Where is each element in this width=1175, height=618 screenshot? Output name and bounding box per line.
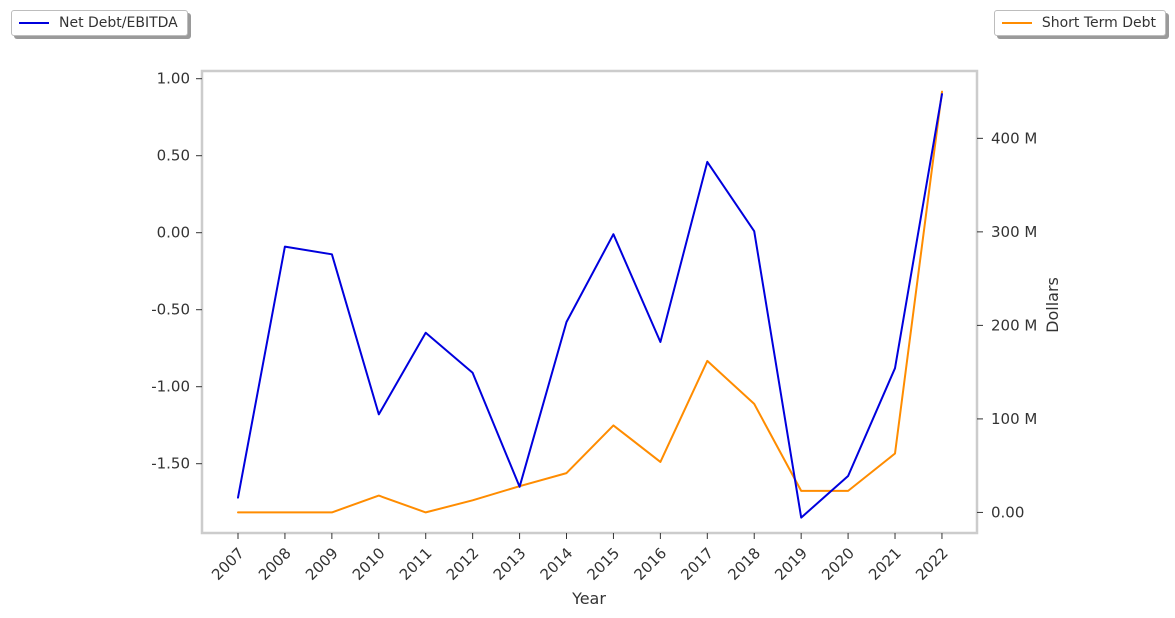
x-tick-label: 2016 [630, 544, 670, 584]
series-line-short-term-debt [237, 90, 943, 514]
x-tick-label: 2019 [771, 544, 811, 584]
x-tick-label: 2015 [584, 544, 624, 584]
legend-net-debt-ebitda: Net Debt/EBITDA [11, 10, 188, 36]
x-tick-label: 2012 [443, 544, 483, 584]
plot-frame [200, 69, 979, 535]
x-tick-label: 2009 [302, 544, 342, 584]
legend-swatch-net-debt-ebitda [19, 22, 49, 24]
right-y-axis: 0.00 100 M 200 M 300 M 400 M [977, 129, 1037, 521]
left-y-tick-label: -1.00 [151, 378, 190, 396]
left-y-axis: -1.50 -1.00 -0.50 0.00 0.50 1.00 [151, 70, 202, 473]
right-y-tick-label: 400 M [991, 129, 1037, 147]
x-tick-label: 2020 [818, 544, 858, 584]
left-y-tick-label: 0.50 [157, 147, 190, 165]
x-tick-label: 2011 [396, 544, 436, 584]
legend-label-short-term-debt: Short Term Debt [1041, 15, 1156, 31]
left-y-tick-label: -1.50 [151, 455, 190, 473]
legend-label-net-debt-ebitda: Net Debt/EBITDA [59, 15, 178, 31]
left-y-tick-label: -0.50 [151, 301, 190, 319]
right-y-tick-label: 200 M [991, 316, 1037, 334]
right-y-axis-title: Dollars [1043, 277, 1062, 333]
right-y-tick-label: 0.00 [991, 503, 1024, 521]
x-tick-label: 2010 [349, 544, 389, 584]
series-line-net-debt-ebitda [237, 93, 943, 519]
left-y-tick-label: 1.00 [157, 70, 190, 88]
x-tick-label: 2007 [208, 544, 248, 584]
x-tick-label: 2018 [724, 544, 764, 584]
left-y-tick-label: 0.00 [157, 224, 190, 242]
x-axis-title: Year [571, 589, 606, 608]
legend-short-term-debt: Short Term Debt [993, 10, 1166, 36]
x-tick-label: 2008 [255, 544, 295, 584]
right-y-tick-label: 100 M [991, 410, 1037, 428]
x-tick-label: 2021 [865, 544, 905, 584]
right-y-tick-label: 300 M [991, 223, 1037, 241]
x-tick-label: 2014 [537, 544, 577, 584]
x-axis: 2007 2008 2009 2010 2011 2012 2013 2014 2015 2016… [208, 533, 952, 584]
x-tick-label: 2017 [677, 544, 717, 584]
series-layer [237, 90, 943, 519]
x-tick-label: 2013 [490, 544, 530, 584]
x-tick-label: 2022 [912, 544, 952, 584]
legend-swatch-short-term-debt [1001, 22, 1032, 24]
